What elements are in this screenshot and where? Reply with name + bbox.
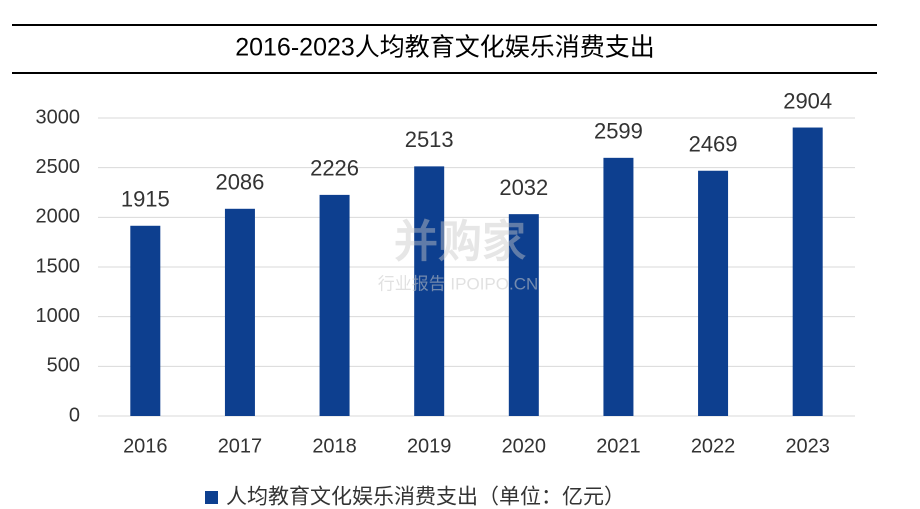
y-tick-label: 3000 bbox=[36, 106, 81, 128]
bar bbox=[130, 225, 161, 416]
x-tick-label: 2017 bbox=[218, 435, 263, 457]
value-label: 2599 bbox=[594, 119, 643, 144]
value-label: 2904 bbox=[783, 88, 832, 113]
watermark: 并购家 bbox=[394, 218, 526, 267]
y-tick-label: 1000 bbox=[36, 305, 81, 327]
x-tick-label: 2020 bbox=[502, 435, 547, 457]
x-tick-label: 2016 bbox=[123, 435, 168, 457]
bar bbox=[603, 157, 634, 416]
x-tick-label: 2022 bbox=[691, 435, 736, 457]
bar bbox=[319, 194, 350, 416]
y-tick-label: 500 bbox=[47, 355, 80, 377]
value-label: 2469 bbox=[689, 132, 738, 157]
x-tick-label: 2023 bbox=[785, 435, 830, 457]
y-tick-label: 1500 bbox=[36, 255, 81, 277]
bar bbox=[414, 166, 445, 416]
y-tick-label: 0 bbox=[69, 404, 80, 426]
legend-swatch bbox=[205, 491, 218, 504]
x-tick-label: 2021 bbox=[596, 435, 641, 457]
value-label: 2032 bbox=[499, 175, 548, 200]
watermark-subtitle: 行业报告 IPOIPO.CN bbox=[378, 274, 539, 293]
value-label: 2513 bbox=[405, 127, 454, 152]
chart-title: 2016-2023人均教育文化娱乐消费支出 bbox=[235, 34, 655, 62]
y-tick-label: 2500 bbox=[36, 156, 81, 178]
value-label: 1915 bbox=[121, 187, 170, 212]
bar bbox=[792, 127, 823, 416]
bar bbox=[224, 208, 255, 416]
y-tick-label: 2000 bbox=[36, 206, 81, 228]
bar bbox=[698, 170, 729, 416]
bar bbox=[508, 214, 539, 416]
plot-area: 0 500 1000 1500 2000 2500 3000 2016 2017 2018 2019… bbox=[36, 88, 855, 509]
value-label: 2226 bbox=[310, 156, 359, 181]
value-label: 2086 bbox=[215, 170, 264, 195]
legend-label: 人均教育文化娱乐消费支出（单位：亿元） bbox=[226, 486, 625, 509]
x-tick-label: 2018 bbox=[312, 435, 357, 457]
x-tick-label: 2019 bbox=[407, 435, 452, 457]
